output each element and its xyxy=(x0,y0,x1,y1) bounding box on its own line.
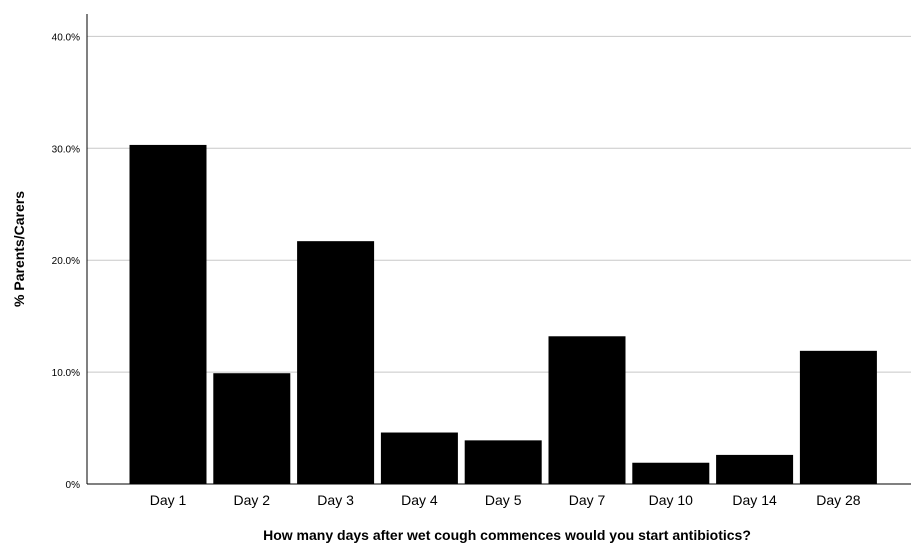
x-category-label: Day 3 xyxy=(317,492,354,508)
y-tick-label: 40.0% xyxy=(52,32,80,43)
y-tick-labels: 0% 10.0% 20.0% 30.0% 40.0% xyxy=(52,32,80,491)
x-category-label: Day 14 xyxy=(732,492,777,508)
x-category-label: Day 28 xyxy=(816,492,861,508)
bar-day-7 xyxy=(548,336,626,484)
bar-day-2 xyxy=(213,373,291,484)
x-category-label: Day 7 xyxy=(569,492,606,508)
x-category-label: Day 4 xyxy=(401,492,438,508)
x-axis-title: How many days after wet cough commences … xyxy=(263,527,751,543)
x-category-label: Day 5 xyxy=(485,492,522,508)
bar-day-3 xyxy=(297,241,375,484)
bar-day-14 xyxy=(716,454,794,484)
bar-day-28 xyxy=(799,350,877,484)
y-tick-label: 10.0% xyxy=(52,368,80,379)
x-category-label: Day 10 xyxy=(649,492,694,508)
x-category-labels: Day 1 Day 2 Day 3 Day 4 Day 5 Day 7 Day 10 Day … xyxy=(150,492,861,508)
y-axis-title: % Parents/Carers xyxy=(11,191,27,307)
y-tick-label: 20.0% xyxy=(52,256,80,267)
y-tick-label: 0% xyxy=(66,480,81,491)
y-tick-label: 30.0% xyxy=(52,144,80,155)
x-category-label: Day 1 xyxy=(150,492,187,508)
gridlines xyxy=(87,35,911,485)
x-category-label: Day 2 xyxy=(234,492,271,508)
bar-day-10 xyxy=(632,462,710,484)
bar-day-4 xyxy=(380,432,458,484)
bar-day-5 xyxy=(464,440,542,484)
bars xyxy=(129,144,877,484)
bar-day-1 xyxy=(129,144,207,484)
